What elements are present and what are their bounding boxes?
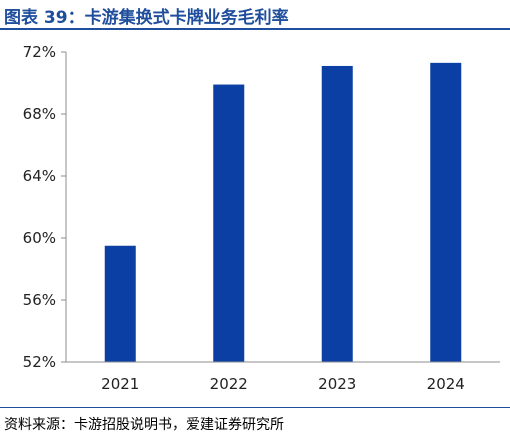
- x-axis: 2021 2022 2023 2024: [66, 361, 500, 393]
- source-note: 资料来源：卡游招股说明书，爱建证券研究所: [4, 417, 284, 433]
- bar-2023: [321, 65, 353, 362]
- x-tick-label: 2021: [101, 375, 139, 393]
- x-tick-label: 2023: [318, 375, 356, 393]
- bar-chart: 52% 56% 60% 64% 68% 72% 2021 2022 2023 2024: [23, 43, 500, 393]
- bar-2024: [430, 62, 462, 362]
- y-tick-label: 64%: [23, 167, 56, 185]
- footer-divider: [0, 407, 510, 408]
- x-tick-label: 2024: [427, 375, 465, 393]
- chart-title: 图表 39：卡游集换式卡牌业务毛利率: [4, 8, 289, 28]
- y-tick-label: 72%: [23, 43, 56, 61]
- y-tick-label: 68%: [23, 105, 56, 123]
- bar-2022: [213, 84, 245, 363]
- title-bar: 图表 39：卡游集换式卡牌业务毛利率: [0, 0, 510, 30]
- bars: [104, 62, 462, 363]
- y-tick-label: 56%: [23, 291, 56, 309]
- x-tick-label: 2022: [210, 375, 248, 393]
- y-tick-label: 52%: [23, 353, 56, 371]
- chart-area: 52% 56% 60% 64% 68% 72% 2021 2022 2023 2024: [0, 30, 510, 402]
- y-axis: 52% 56% 60% 64% 68% 72%: [23, 43, 67, 371]
- bar-2021: [104, 245, 136, 362]
- y-tick-label: 60%: [23, 229, 56, 247]
